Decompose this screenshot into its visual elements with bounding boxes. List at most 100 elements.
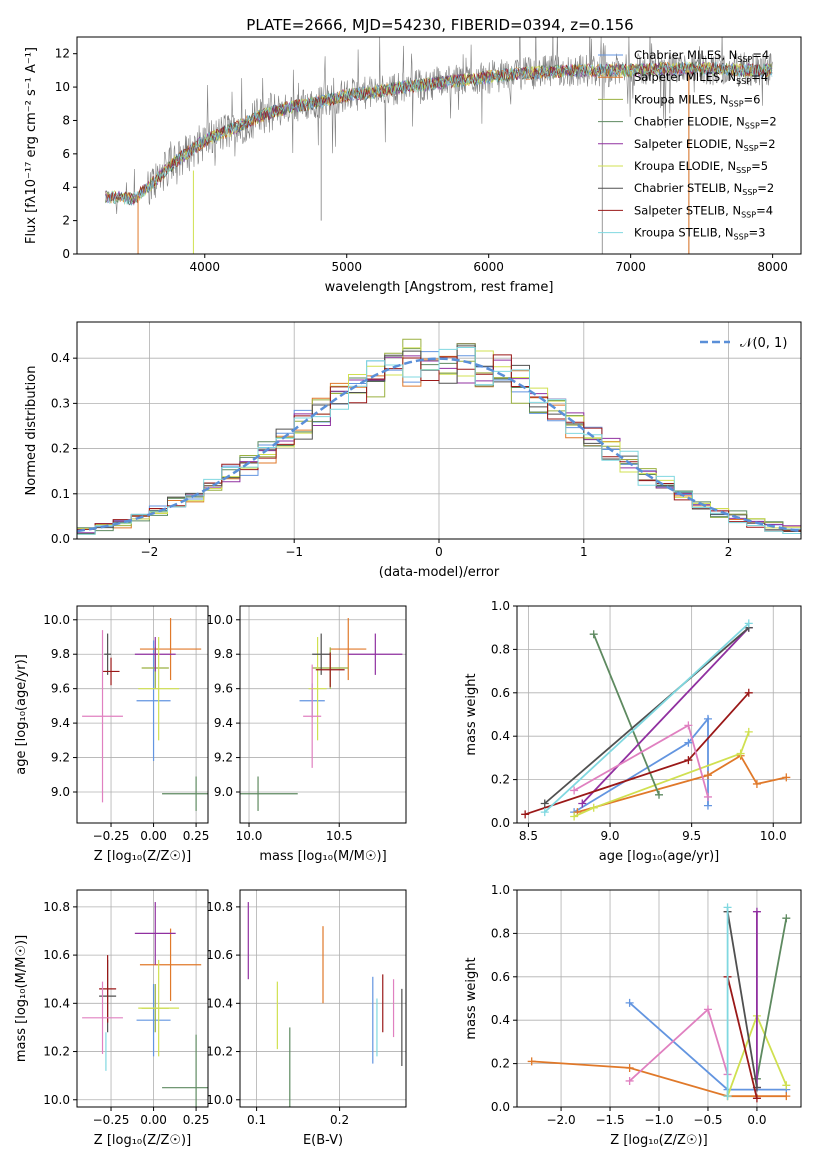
plot-area xyxy=(247,902,403,1107)
weight-series xyxy=(544,622,750,813)
axes-frame xyxy=(76,889,209,1108)
weight-series xyxy=(544,627,750,805)
x-axis-label: Z [log₁₀(Z/Z☉)] xyxy=(94,1133,191,1148)
weight-series xyxy=(581,627,750,805)
x-axis-label: wavelength [Angstrom, rest frame] xyxy=(325,280,554,295)
panel-7: 0.1 0.2 10.0 10.2 10.4 10.6 10.8 E(B-V) xyxy=(206,889,407,1148)
y-axis-label: Flux [fλ10⁻¹⁷ erg cm⁻² s⁻¹ A⁻¹] xyxy=(24,47,39,244)
y-axis-label: mass [log₁₀(M/M☉)] xyxy=(14,935,29,1062)
y-tick-label: 0.4 xyxy=(51,351,70,365)
y-tick-label: 0.3 xyxy=(51,396,70,410)
x-tick-label: 8000 xyxy=(757,260,788,274)
data-point xyxy=(570,812,579,821)
y-tick-label: 9.0 xyxy=(51,785,70,799)
y-tick-label: 0.0 xyxy=(491,1100,510,1114)
data-point xyxy=(540,799,549,808)
plot-area xyxy=(521,619,791,821)
x-axis-label: Z [log₁₀(Z/Z☉)] xyxy=(94,849,191,864)
weight-series xyxy=(756,918,788,1079)
x-tick-label: 0.2 xyxy=(330,1113,349,1127)
data-point xyxy=(723,903,732,912)
panel-6: −0.25 0.00 0.25 10.0 10.2 10.4 10.6 10.8 Z [log₁… xyxy=(14,889,209,1148)
data-point xyxy=(521,810,530,819)
x-tick-label: 0.00 xyxy=(140,1113,167,1127)
y-tick-label: 0.0 xyxy=(491,816,510,830)
data-point xyxy=(589,630,598,639)
x-tick-label: 9.5 xyxy=(682,829,701,843)
data-point xyxy=(703,801,712,810)
x-tick-label: 6000 xyxy=(473,260,504,274)
data-point xyxy=(782,773,791,782)
weight-series xyxy=(573,731,750,818)
legend-entry: Kroupa ELODIE, NSSP=5 xyxy=(634,159,768,175)
plot-area xyxy=(82,618,208,811)
panel-1: 4000 5000 6000 7000 8000 0 2 4 6 8 10 12 wavelength … xyxy=(24,36,802,295)
y-tick-label: 10 xyxy=(55,80,70,94)
x-axis-label: mass [log₁₀(M/M☉)] xyxy=(259,849,386,864)
plot-area xyxy=(527,903,791,1103)
y-tick-label: 0.8 xyxy=(491,642,510,656)
weight-series xyxy=(573,716,709,813)
data-point xyxy=(703,714,712,723)
weight-series xyxy=(592,633,660,796)
legend-entry: Kroupa MILES, NSSP=6 xyxy=(634,92,760,108)
x-tick-label: 0.0 xyxy=(747,1113,766,1127)
data-point xyxy=(752,779,761,788)
data-point xyxy=(578,799,587,808)
data-point xyxy=(625,998,634,1007)
y-tick-label: 9.4 xyxy=(51,716,70,730)
y-tick-label: 10.0 xyxy=(43,1093,70,1107)
y-tick-label: 9.2 xyxy=(214,751,233,765)
data-point xyxy=(684,756,693,765)
data-point xyxy=(684,738,693,747)
data-point xyxy=(625,1076,634,1085)
figure-title: PLATE=2666, MJD=54230, FIBERID=0394, z=0… xyxy=(246,16,633,34)
data-point xyxy=(527,1057,536,1066)
data-point xyxy=(540,808,549,817)
y-tick-label: 10.8 xyxy=(43,900,70,914)
panel-4: 10.0 10.5 9.0 9.2 9.4 9.6 9.8 10.0 mass [log₁₀(M… xyxy=(206,605,407,864)
x-tick-label: 10.0 xyxy=(236,829,263,843)
model-spectrum xyxy=(105,61,773,205)
plot-area xyxy=(105,37,773,254)
y-tick-label: 0.2 xyxy=(491,1057,510,1071)
y-tick-label: 0.4 xyxy=(491,729,510,743)
legend-entry: Chabrier STELIB, NSSP=2 xyxy=(634,181,774,197)
x-tick-label: −1 xyxy=(285,545,303,559)
model-spectrum xyxy=(105,61,773,206)
y-tick-label: 9.2 xyxy=(51,751,70,765)
y-tick-label: 10.6 xyxy=(43,948,70,962)
legend-entry: 𝒩(0, 1) xyxy=(740,336,787,351)
x-tick-label: 1 xyxy=(580,545,588,559)
axes-frame xyxy=(76,36,802,255)
weight-series xyxy=(726,911,758,1088)
data-point xyxy=(736,749,745,758)
data-point xyxy=(782,1081,791,1090)
axes-frame xyxy=(76,605,209,824)
y-axis-label: Normed distribution xyxy=(24,366,39,496)
normal-reference-curve xyxy=(77,357,801,533)
y-axis-label: mass weight xyxy=(464,673,479,755)
data-point xyxy=(744,688,753,697)
y-tick-label: 10.8 xyxy=(206,900,233,914)
y-tick-label: 10.0 xyxy=(206,613,233,627)
x-axis-label: (data-model)/error xyxy=(379,565,500,580)
y-axis-label: mass weight xyxy=(464,957,479,1039)
x-axis-label: age [log₁₀(age/yr)] xyxy=(599,849,720,864)
data-point xyxy=(752,907,761,916)
plot-area xyxy=(77,338,801,539)
y-tick-label: 9.0 xyxy=(214,785,233,799)
y-tick-label: 9.6 xyxy=(214,682,233,696)
axes-frame xyxy=(239,605,407,824)
panel-5: 8.5 9.0 9.5 10.0 0.0 0.2 0.4 0.6 0.8 1.0 age [log₁… xyxy=(464,599,802,864)
data-point xyxy=(752,1094,761,1103)
x-tick-label: −0.25 xyxy=(93,1113,130,1127)
y-tick-label: 4 xyxy=(62,180,70,194)
legend-entry: Salpeter STELIB, NSSP=4 xyxy=(634,203,773,219)
data-point xyxy=(723,1092,732,1101)
data-point xyxy=(703,792,712,801)
x-tick-label: −0.5 xyxy=(693,1113,722,1127)
x-tick-label: −1.5 xyxy=(595,1113,624,1127)
panel-8: −2.0 −1.5 −1.0 −0.5 0.0 0.0 0.2 0.4 0.6 0.8 1.0 Z [… xyxy=(464,883,802,1148)
